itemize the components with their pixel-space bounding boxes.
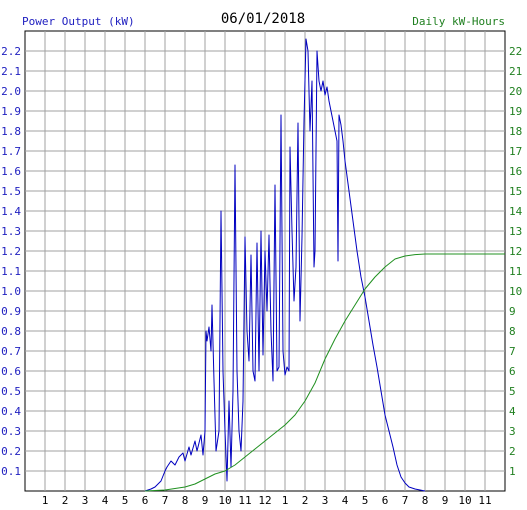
x-tick-label: 10 <box>218 494 231 507</box>
x-tick-label: 5 <box>122 494 129 507</box>
x-tick-label: 9 <box>442 494 449 507</box>
x-tick-label: 8 <box>422 494 429 507</box>
left-tick-label: 1.2 <box>1 245 21 258</box>
left-tick-label: 0.4 <box>1 405 21 418</box>
left-tick-label: 1.6 <box>1 165 21 178</box>
axis-labels: 0.1 0.2 0.3 0.4 0.5 0.6 0.7 0.8 0.9 1.0 1.1 1.2 1.3 1… <box>1 45 522 507</box>
left-tick-label: 1.1 <box>1 265 21 278</box>
right-tick-label: 12 <box>509 245 522 258</box>
right-tick-label: 9 <box>509 305 516 318</box>
right-tick-label: 1 <box>509 465 516 478</box>
right-tick-label: 4 <box>509 405 516 418</box>
right-tick-label: 19 <box>509 105 522 118</box>
left-tick-label: 1.7 <box>1 145 21 158</box>
series-layer <box>144 38 505 492</box>
left-tick-label: 0.3 <box>1 425 21 438</box>
left-tick-label: 1.4 <box>1 205 21 218</box>
left-tick-label: 0.2 <box>1 445 21 458</box>
left-tick-label: 0.1 <box>1 465 21 478</box>
right-tick-label: 21 <box>509 65 522 78</box>
right-tick-label: 8 <box>509 325 516 338</box>
chart-title: 06/01/2018 <box>221 11 305 27</box>
right-tick-label: 11 <box>509 265 522 278</box>
left-tick-label: 1.5 <box>1 185 21 198</box>
right-tick-label: 20 <box>509 85 522 98</box>
x-tick-label: 2 <box>62 494 69 507</box>
x-tick-label: 2 <box>302 494 309 507</box>
x-tick-label: 1 <box>42 494 49 507</box>
right-tick-label: 6 <box>509 365 516 378</box>
left-tick-label: 2.2 <box>1 45 21 58</box>
left-tick-label: 1.8 <box>1 125 21 138</box>
left-tick-label: 0.9 <box>1 305 21 318</box>
left-tick-label: 0.7 <box>1 345 21 358</box>
x-tick-label: 9 <box>202 494 209 507</box>
x-tick-label: 7 <box>402 494 409 507</box>
x-tick-label: 5 <box>362 494 369 507</box>
left-tick-label: 1.9 <box>1 105 21 118</box>
x-tick-label: 6 <box>142 494 149 507</box>
right-tick-label: 17 <box>509 145 522 158</box>
x-tick-label: 1 <box>282 494 289 507</box>
left-tick-label: 1.0 <box>1 285 21 298</box>
left-tick-label: 0.6 <box>1 365 21 378</box>
right-tick-label: 18 <box>509 125 522 138</box>
left-tick-label: 2.0 <box>1 85 21 98</box>
right-tick-label: 7 <box>509 345 516 358</box>
x-tick-label: 3 <box>322 494 329 507</box>
left-axis-title: Power Output (kW) <box>22 15 135 28</box>
x-tick-label: 12 <box>258 494 271 507</box>
left-tick-label: 1.3 <box>1 225 21 238</box>
x-tick-label: 3 <box>82 494 89 507</box>
power-output-line <box>144 38 426 492</box>
right-tick-label: 13 <box>509 225 522 238</box>
x-tick-label: 11 <box>238 494 251 507</box>
right-tick-label: 5 <box>509 385 516 398</box>
daily-kwh-line <box>144 253 505 492</box>
x-tick-label: 6 <box>382 494 389 507</box>
x-tick-label: 8 <box>182 494 189 507</box>
x-tick-label: 10 <box>458 494 471 507</box>
right-tick-label: 3 <box>509 425 516 438</box>
right-tick-label: 16 <box>509 165 522 178</box>
x-tick-label: 4 <box>102 494 109 507</box>
right-tick-label: 2 <box>509 445 516 458</box>
x-tick-label: 11 <box>478 494 491 507</box>
left-tick-label: 2.1 <box>1 65 21 78</box>
x-tick-label: 7 <box>162 494 169 507</box>
right-tick-label: 14 <box>509 205 523 218</box>
right-tick-label: 22 <box>509 45 522 58</box>
x-tick-label: 4 <box>342 494 349 507</box>
right-axis-title: Daily kW-Hours <box>412 15 505 28</box>
left-tick-label: 0.5 <box>1 385 21 398</box>
right-tick-label: 15 <box>509 185 522 198</box>
right-tick-label: 10 <box>509 285 522 298</box>
left-tick-label: 0.8 <box>1 325 21 338</box>
